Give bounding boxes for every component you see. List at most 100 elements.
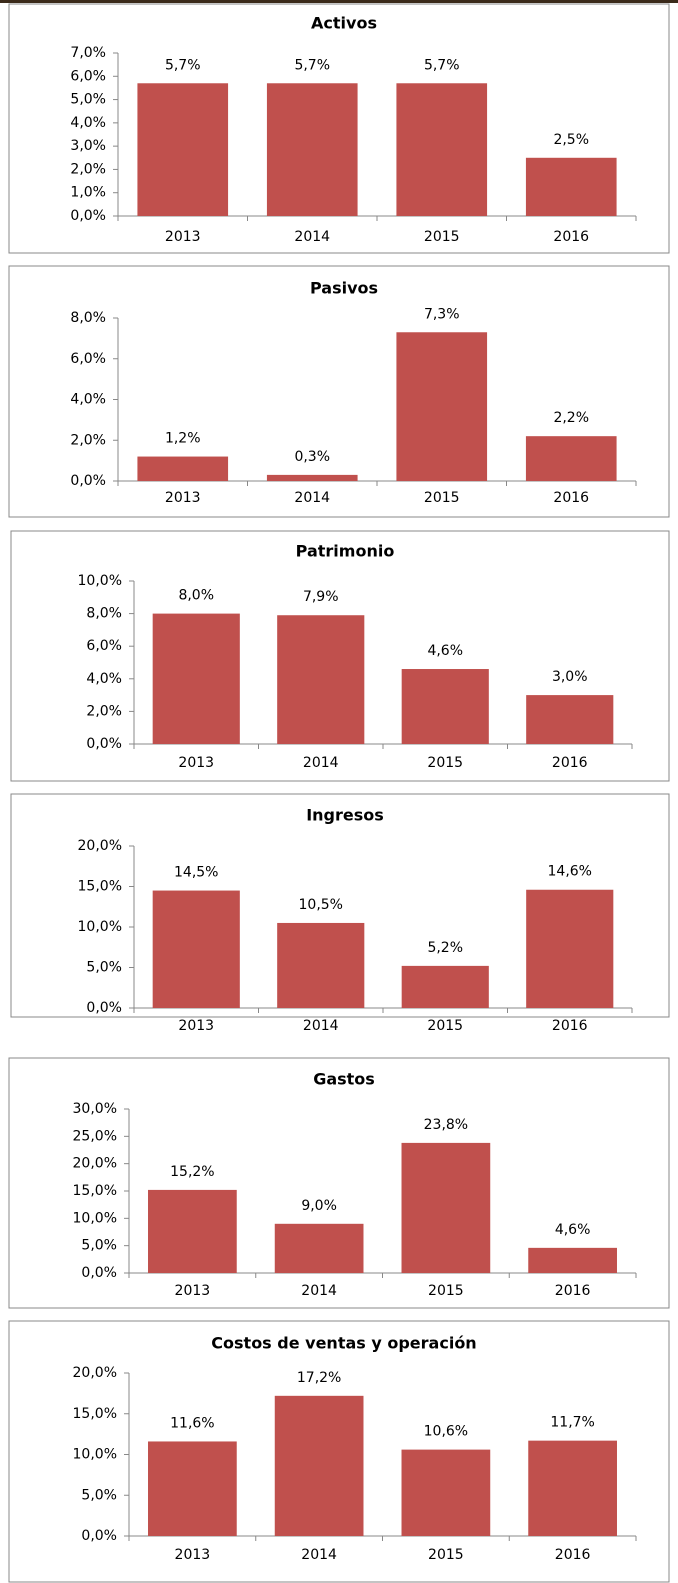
top-rule [0,0,678,3]
x-tick-label: 2016 [552,755,588,771]
bar [137,83,229,217]
y-tick-label: 25,0% [73,1128,117,1144]
x-tick-label: 2015 [424,490,460,506]
chart-title: Pasivos [310,279,378,298]
y-tick-label: 2,0% [70,161,106,177]
y-tick-label: 10,0% [78,573,122,589]
y-tick-label: 8,0% [86,606,122,622]
x-tick-label: 2013 [175,1547,211,1563]
value-label: 10,5% [299,897,343,913]
y-tick-label: 20,0% [73,1365,117,1381]
value-label: 0,3% [294,449,330,465]
x-tick-label: 2014 [303,755,339,771]
chart-frame [8,265,670,518]
value-label: 15,2% [170,1164,214,1180]
bar [401,965,489,1008]
bar [401,1449,491,1536]
x-tick-label: 2016 [552,1018,588,1034]
x-tick-label: 2016 [553,490,589,506]
x-tick-label: 2013 [165,490,201,506]
y-tick-label: 10,0% [78,919,122,935]
y-tick-label: 10,0% [73,1447,117,1463]
value-label: 11,6% [170,1415,214,1431]
value-label: 9,0% [301,1198,337,1214]
x-tick-label: 2013 [178,1018,214,1034]
y-tick-label: 2,0% [86,703,122,719]
value-label: 5,2% [427,940,463,956]
bar [396,332,488,481]
y-tick-label: 6,0% [86,638,122,654]
y-tick-label: 3,0% [70,138,106,154]
chart-title: Activos [311,14,377,33]
y-tick-label: 2,0% [70,432,106,448]
chart-title: Patrimonio [296,542,395,561]
y-tick-label: 0,0% [70,208,106,224]
value-label: 23,8% [424,1117,468,1133]
y-tick-label: 6,0% [70,68,106,84]
bar [526,889,614,1008]
y-tick-label: 5,0% [81,1487,117,1503]
bar [401,669,489,744]
value-label: 11,7% [550,1415,594,1431]
y-tick-label: 0,0% [70,473,106,489]
chart-frame [8,1320,670,1583]
bar [528,1440,617,1536]
y-tick-label: 4,0% [70,392,106,408]
y-tick-label: 10,0% [73,1210,117,1226]
value-label: 14,6% [548,864,592,880]
value-label: 17,2% [297,1370,341,1386]
y-tick-label: 20,0% [73,1156,117,1172]
y-tick-label: 0,0% [86,1000,122,1016]
value-label: 8,0% [178,588,214,604]
bar [277,615,365,744]
value-label: 10,6% [424,1424,468,1440]
bar [277,922,365,1008]
bar [274,1395,364,1536]
x-tick-label: 2014 [301,1547,337,1563]
value-label: 1,2% [165,431,201,447]
y-tick-label: 0,0% [81,1265,117,1281]
chart-frame [10,530,670,782]
chart-frame [8,1057,670,1309]
y-tick-label: 4,0% [86,671,122,687]
y-tick-label: 15,0% [78,879,122,895]
x-tick-label: 2014 [301,1283,337,1299]
x-tick-label: 2014 [294,490,330,506]
value-label: 2,5% [553,132,589,148]
bar [148,1189,237,1273]
value-label: 4,6% [555,1222,591,1238]
value-label: 3,0% [552,669,588,685]
y-tick-label: 15,0% [73,1183,117,1199]
x-tick-label: 2014 [303,1018,339,1034]
bar [152,613,240,744]
chart-title: Costos de ventas y operación [211,1334,476,1353]
x-tick-label: 2013 [178,755,214,771]
x-tick-label: 2016 [553,229,589,245]
y-tick-label: 5,0% [81,1238,117,1254]
x-tick-label: 2014 [294,229,330,245]
y-tick-label: 0,0% [81,1528,117,1544]
y-tick-label: 15,0% [73,1406,117,1422]
bar [137,456,229,481]
value-label: 7,9% [303,589,339,605]
bar [266,83,358,217]
y-tick-label: 6,0% [70,351,106,367]
x-tick-label: 2015 [427,755,463,771]
chart-frame [8,3,670,254]
value-label: 14,5% [174,865,218,881]
bar [401,1142,491,1273]
y-tick-label: 20,0% [78,838,122,854]
bar [525,436,617,481]
x-tick-label: 2015 [428,1547,464,1563]
chart-title: Gastos [313,1070,375,1089]
y-tick-label: 5,0% [70,92,106,108]
y-tick-label: 7,0% [70,45,106,61]
bar [274,1223,364,1273]
bar [526,695,614,744]
chart-title: Ingresos [306,806,384,825]
x-tick-label: 2016 [555,1547,591,1563]
y-tick-label: 8,0% [70,310,106,326]
bar [152,890,240,1008]
